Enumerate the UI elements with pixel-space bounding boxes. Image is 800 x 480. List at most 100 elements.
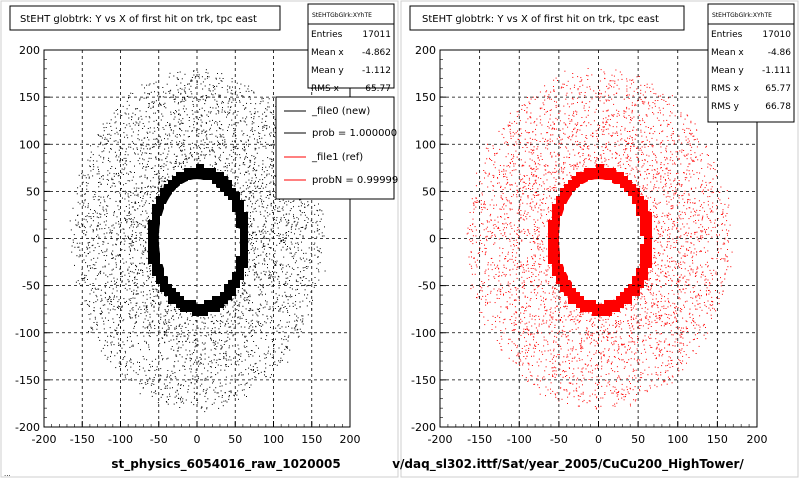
scatter-point	[256, 186, 258, 188]
scatter-point	[154, 197, 156, 199]
scatter-point	[112, 179, 114, 181]
scatter-point	[291, 243, 293, 245]
scatter-point	[272, 113, 274, 115]
scatter-point	[230, 106, 232, 108]
scatter-point	[197, 344, 199, 346]
scatter-point	[167, 179, 169, 181]
scatter-point	[144, 174, 146, 176]
scatter-point	[129, 270, 131, 272]
scatter-point	[258, 165, 260, 167]
scatter-point	[253, 232, 255, 234]
scatter-point	[286, 346, 288, 348]
scatter-point	[236, 309, 238, 311]
scatter-point	[278, 294, 280, 296]
scatter-point	[177, 384, 179, 386]
scatter-point	[169, 97, 171, 99]
scatter-point	[181, 142, 183, 144]
scatter-point	[233, 133, 235, 135]
scatter-point	[124, 274, 126, 276]
scatter-point	[197, 340, 199, 342]
scatter-point	[135, 317, 137, 319]
scatter-point	[96, 216, 98, 218]
scatter-point	[264, 210, 266, 212]
scatter-point	[88, 177, 90, 179]
scatter-point	[82, 204, 84, 206]
scatter-point	[233, 304, 235, 306]
scatter-point	[271, 224, 273, 226]
scatter-point	[179, 128, 181, 130]
scatter-point	[180, 150, 182, 152]
scatter-point	[203, 154, 205, 156]
scatter-point	[251, 223, 253, 225]
scatter-point	[84, 193, 86, 195]
scatter-point	[194, 361, 196, 363]
scatter-point	[153, 392, 155, 394]
scatter-point	[265, 357, 267, 359]
scatter-point	[288, 235, 289, 237]
scatter-point	[200, 125, 202, 127]
scatter-point	[90, 170, 92, 172]
ring-cell	[156, 228, 160, 232]
ring-cell	[216, 184, 220, 188]
scatter-point	[191, 155, 192, 157]
scatter-point	[145, 241, 147, 243]
scatter-point	[78, 246, 80, 248]
scatter-point	[92, 239, 94, 241]
scatter-point	[143, 358, 145, 360]
scatter-point	[155, 112, 156, 114]
scatter-point	[128, 200, 130, 202]
scatter-point	[306, 216, 308, 218]
scatter-point	[265, 186, 267, 188]
scatter-point	[302, 315, 304, 317]
scatter-point	[145, 310, 147, 312]
scatter-point	[169, 72, 171, 74]
scatter-point	[178, 162, 180, 164]
scatter-point	[139, 110, 141, 112]
scatter-point	[180, 313, 181, 315]
scatter-point	[190, 152, 192, 154]
scatter-point	[139, 157, 141, 159]
scatter-point	[145, 210, 147, 212]
scatter-point	[242, 95, 244, 97]
scatter-point	[108, 133, 110, 135]
scatter-point	[294, 329, 296, 331]
scatter-point	[266, 256, 268, 257]
scatter-point	[218, 110, 220, 112]
scatter-point	[157, 127, 159, 128]
scatter-point	[248, 179, 250, 181]
scatter-point	[104, 137, 106, 139]
scatter-point	[230, 170, 232, 172]
scatter-point	[142, 387, 144, 389]
ring-cell	[192, 168, 196, 172]
scatter-point	[93, 310, 95, 311]
scatter-point	[133, 221, 135, 223]
scatter-point	[153, 310, 155, 312]
scatter-point	[258, 277, 260, 279]
scatter-point	[102, 134, 104, 136]
scatter-point	[238, 354, 240, 356]
scatter-point	[81, 173, 83, 175]
scatter-point	[167, 357, 169, 359]
scatter-point	[269, 133, 270, 135]
scatter-point	[232, 146, 234, 148]
scatter-point	[276, 223, 278, 225]
scatter-point	[175, 166, 176, 167]
scatter-point	[265, 147, 267, 149]
scatter-point	[239, 101, 241, 103]
scatter-point	[153, 288, 155, 290]
scatter-point	[276, 260, 278, 262]
ring-cell	[148, 240, 152, 244]
scatter-point	[146, 84, 148, 86]
scatter-point	[284, 291, 286, 293]
scatter-point	[209, 106, 211, 108]
scatter-point	[102, 208, 104, 210]
scatter-point	[222, 129, 224, 131]
ring-cell	[148, 228, 152, 232]
scatter-point	[181, 154, 183, 156]
ring-cell	[152, 252, 156, 256]
scatter-point	[144, 327, 146, 329]
scatter-point	[83, 277, 85, 279]
scatter-point	[262, 97, 264, 99]
ring-cell	[160, 200, 164, 204]
scatter-point	[92, 164, 94, 166]
